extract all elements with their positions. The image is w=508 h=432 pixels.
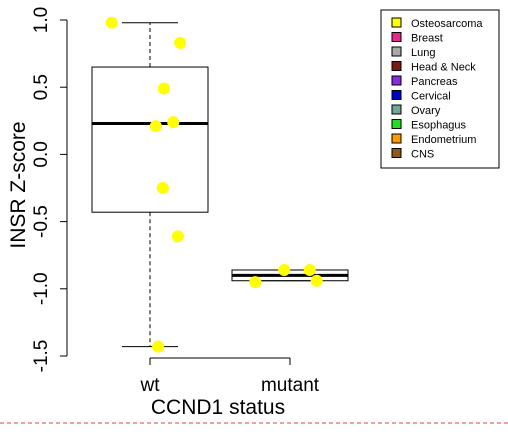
legend-swatch bbox=[391, 148, 402, 158]
legend-swatch bbox=[391, 104, 402, 115]
data-point bbox=[171, 230, 184, 243]
x-tick-label: mutant bbox=[261, 375, 320, 396]
y-tick-label: 1.0 bbox=[31, 7, 52, 33]
y-tick-label: 0.0 bbox=[31, 141, 52, 167]
y-tick-label: -1.0 bbox=[31, 272, 52, 305]
data-point bbox=[249, 276, 262, 289]
y-tick-label: 0.5 bbox=[31, 74, 52, 100]
legend-swatch bbox=[391, 75, 402, 86]
y-tick-label: -0.5 bbox=[31, 205, 52, 238]
legend: Osteosarcoma Breast Lung Head & Neck Pancrea… bbox=[380, 9, 500, 169]
data-point bbox=[303, 263, 316, 276]
x-tick-label: wt bbox=[140, 375, 161, 396]
legend-swatch bbox=[391, 133, 402, 144]
legend-label: Osteosarcoma bbox=[411, 18, 483, 30]
legend-label: Cervical bbox=[411, 91, 451, 103]
legend-swatch bbox=[391, 32, 402, 42]
data-point bbox=[278, 263, 291, 276]
data-point bbox=[152, 340, 165, 353]
data-point bbox=[149, 120, 162, 133]
legend-label: Pancreas bbox=[411, 76, 458, 88]
x-axis-label: CCND1 status bbox=[151, 396, 285, 419]
data-point bbox=[310, 274, 323, 287]
legend-label: Lung bbox=[411, 47, 435, 59]
legend-label: Ovary bbox=[411, 105, 441, 117]
legend-label: CNS bbox=[411, 149, 434, 161]
data-point bbox=[156, 182, 169, 194]
data-points bbox=[105, 16, 323, 353]
y-tick-label: -1.5 bbox=[31, 340, 52, 373]
data-point bbox=[157, 82, 170, 95]
boxplots bbox=[91, 22, 349, 348]
legend-label: Esophagus bbox=[411, 120, 467, 132]
box-wt bbox=[91, 22, 209, 348]
legend-swatch bbox=[391, 90, 402, 100]
data-point bbox=[105, 16, 118, 29]
data-point bbox=[167, 116, 180, 129]
legend-label: Head & Neck bbox=[411, 62, 476, 74]
axes: -1.5 -1.0 -0.5 0.0 0.5 1.0 wt mutant bbox=[31, 7, 320, 396]
legend-swatch bbox=[391, 17, 402, 28]
legend-label: Breast bbox=[411, 33, 443, 45]
legend-swatch bbox=[391, 46, 402, 57]
data-point bbox=[174, 36, 187, 49]
box-mutant bbox=[231, 269, 349, 282]
y-axis-label: INSR Z-score bbox=[7, 121, 30, 248]
legend-swatch bbox=[391, 119, 402, 129]
legend-label: Endometrium bbox=[411, 134, 476, 146]
box-iqr bbox=[91, 66, 209, 213]
legend-swatch bbox=[391, 61, 402, 71]
